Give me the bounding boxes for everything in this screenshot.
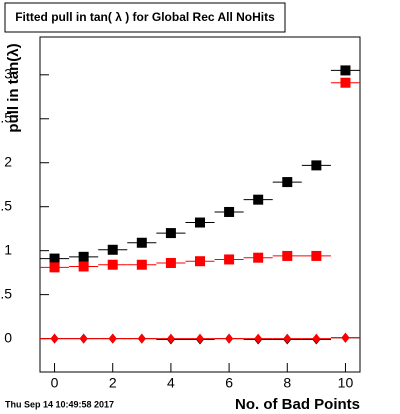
- chart-title: Fitted pull in tan( λ ) for Global Rec A…: [15, 10, 275, 24]
- marker: [311, 250, 322, 261]
- marker: [107, 244, 118, 255]
- y-tick-label: 2: [4, 153, 12, 169]
- marker: [254, 333, 263, 344]
- marker: [78, 251, 89, 262]
- marker: [225, 333, 234, 344]
- marker: [253, 194, 264, 205]
- plot-frame: [39, 36, 361, 373]
- marker: [196, 333, 204, 344]
- y-tick-label: 3: [4, 66, 12, 82]
- marker: [49, 262, 60, 273]
- marker: [341, 332, 350, 343]
- marker: [136, 237, 147, 248]
- marker: [340, 65, 351, 76]
- marker: [312, 333, 321, 344]
- y-tick-label: 0.5: [0, 285, 12, 301]
- marker: [78, 261, 89, 272]
- marker: [282, 250, 293, 261]
- marker: [283, 333, 292, 344]
- x-tick-label: 10: [338, 375, 354, 391]
- x-axis-label: No. of Bad Points: [235, 396, 360, 413]
- y-tick-label: 2.5: [0, 109, 12, 125]
- marker: [137, 333, 146, 344]
- marker: [49, 253, 60, 264]
- marker: [224, 206, 235, 217]
- x-tick-label: 0: [51, 375, 59, 391]
- marker: [50, 333, 59, 344]
- x-tick-label: 4: [167, 375, 175, 391]
- marker: [165, 257, 176, 268]
- y-axis-label: pull in tan(λ): [5, 43, 22, 132]
- x-tick-label: 2: [109, 375, 117, 391]
- timestamp: Thu Sep 14 10:49:58 2017: [5, 399, 114, 409]
- marker: [136, 259, 147, 270]
- marker: [107, 259, 118, 270]
- marker: [224, 254, 235, 265]
- x-tick-label: 8: [283, 375, 291, 391]
- marker: [108, 333, 117, 344]
- x-tick-label: 6: [225, 375, 233, 391]
- y-tick-label: 1: [4, 241, 12, 257]
- y-tick-label: 1.5: [0, 197, 12, 213]
- marker: [311, 160, 322, 171]
- marker: [340, 77, 351, 88]
- marker: [166, 333, 175, 344]
- y-tick-label: 0: [4, 329, 12, 345]
- marker: [253, 252, 264, 263]
- title-box: [4, 2, 286, 33]
- marker: [79, 333, 88, 344]
- marker: [195, 256, 205, 267]
- marker: [282, 177, 293, 188]
- marker: [195, 217, 205, 228]
- marker: [165, 228, 176, 239]
